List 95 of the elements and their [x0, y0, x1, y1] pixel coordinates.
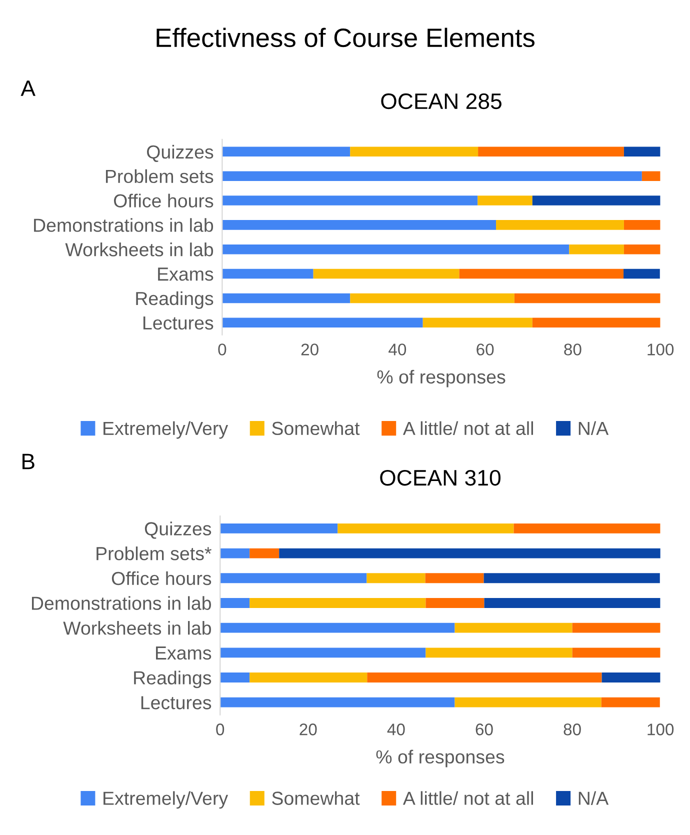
y-tick-label: Demonstrations in lab: [32, 596, 211, 610]
legend-label: Somewhat: [272, 421, 360, 436]
legend-label: Extremely/Very: [104, 421, 228, 439]
x-tick-label: 100: [648, 344, 674, 356]
x-tick-label: 80: [564, 344, 582, 356]
bar: [642, 171, 660, 181]
bar: [478, 146, 624, 157]
text: Effectivness of Course Elements: [156, 28, 534, 48]
y-tick-label: Quizzes: [144, 522, 212, 539]
bar: [624, 146, 660, 157]
x-tick-label: 100: [648, 724, 674, 736]
y-tick-label: Demonstrations in lab: [34, 218, 214, 232]
chart-title: OCEAN 285: [381, 93, 502, 110]
bar: [454, 622, 572, 633]
legend-label: A little/ not at all: [402, 791, 533, 805]
bar: [222, 268, 314, 279]
bar: [496, 220, 624, 230]
y-tick-label: Office hours: [114, 194, 214, 208]
legend-label: Somewhat: [272, 791, 360, 805]
legend-label: Extremely/Very: [104, 791, 228, 809]
bar: [602, 672, 660, 682]
bar: [222, 293, 350, 304]
x-tick-label: 20: [301, 344, 318, 356]
y-tick-label: Readings: [134, 670, 212, 688]
bar: [425, 573, 484, 584]
bar: [484, 573, 660, 584]
bar: [250, 598, 426, 608]
bar: [313, 268, 460, 279]
legend-label: N/A: [578, 791, 609, 805]
y-tick-label: Exams: [158, 268, 214, 281]
bar: [222, 318, 423, 328]
bar: [220, 548, 250, 558]
x-tick-label: 20: [300, 724, 317, 736]
y-tick-label: Lectures: [141, 696, 212, 710]
y-tick-label: Readings: [136, 291, 214, 309]
y-tick-label: Exams: [156, 646, 212, 660]
bar: [338, 523, 514, 534]
bar: [459, 268, 624, 279]
bar: [422, 318, 532, 328]
bar: [601, 697, 660, 708]
bar: [572, 648, 660, 658]
bar: [514, 293, 660, 304]
bar: [350, 146, 478, 157]
bar: [220, 573, 367, 584]
bar: [220, 672, 250, 682]
x-tick-label: 60: [476, 344, 494, 356]
y-tick-label: Office hours: [112, 571, 212, 586]
x-axis-title: % of responses: [377, 370, 506, 388]
bar: [220, 523, 338, 534]
text: A: [20, 80, 36, 96]
bar: [624, 244, 660, 254]
bar: [454, 697, 602, 708]
legend-label: N/A: [578, 421, 609, 436]
bar: [478, 196, 532, 206]
bar: [220, 598, 250, 608]
bar: [222, 171, 642, 181]
bar: [484, 598, 660, 608]
chart-title: OCEAN 310: [380, 470, 500, 486]
bar: [426, 598, 484, 608]
x-tick-label: 0: [218, 344, 226, 356]
bar: [220, 648, 426, 658]
bar: [279, 548, 660, 558]
bar: [250, 672, 368, 682]
y-tick-label: Quizzes: [147, 144, 214, 162]
bar: [220, 622, 455, 633]
x-tick-label: 40: [388, 344, 406, 356]
legend-label: A little/ not at all: [402, 421, 533, 436]
x-tick-label: 0: [216, 724, 224, 736]
bar: [569, 244, 624, 254]
bar: [350, 293, 514, 304]
x-tick-label: 40: [387, 724, 405, 736]
y-tick-label: Worksheets in lab: [65, 242, 214, 256]
y-tick-label: Problem sets*: [96, 546, 212, 560]
bar: [572, 622, 660, 633]
y-tick-label: Lectures: [143, 316, 214, 330]
bar: [624, 268, 660, 279]
y-tick-label: Worksheets in lab: [63, 621, 211, 635]
bar: [532, 196, 660, 206]
bar: [250, 548, 280, 558]
bar: [220, 697, 455, 708]
bar: [222, 146, 350, 157]
x-tick-label: 60: [476, 724, 493, 736]
bar: [222, 220, 496, 230]
bar: [366, 573, 426, 584]
x-tick-label: 80: [564, 724, 581, 736]
bar: [624, 220, 660, 230]
bar: [222, 244, 570, 254]
text: B: [22, 454, 34, 470]
bar: [367, 672, 602, 682]
bar: [222, 196, 478, 206]
y-tick-label: Problem sets: [106, 169, 214, 184]
bar: [426, 648, 572, 658]
x-axis-title: % of responses: [376, 750, 504, 768]
bar: [532, 318, 660, 328]
bar: [514, 523, 660, 534]
